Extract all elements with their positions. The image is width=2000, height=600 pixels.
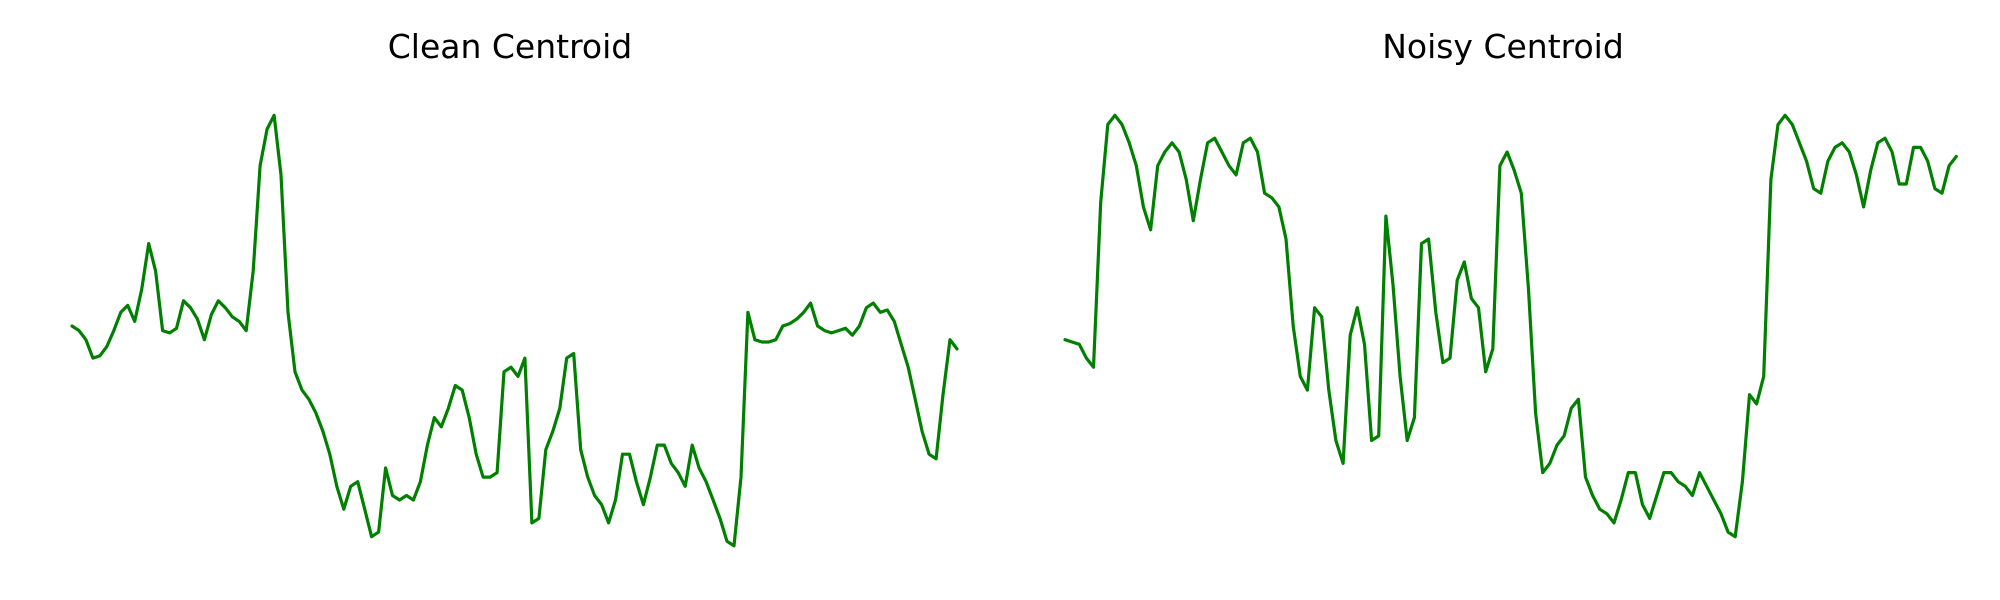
chart-panel-noisy: Noisy Centroid [1063,27,1958,539]
chart-title: Clean Centroid [388,27,633,66]
series-line-clean-centroid [70,113,959,548]
series-line-noisy-centroid [1063,113,1958,539]
chart-title: Noisy Centroid [1382,27,1624,66]
chart-panel-clean: Clean Centroid [70,27,959,548]
